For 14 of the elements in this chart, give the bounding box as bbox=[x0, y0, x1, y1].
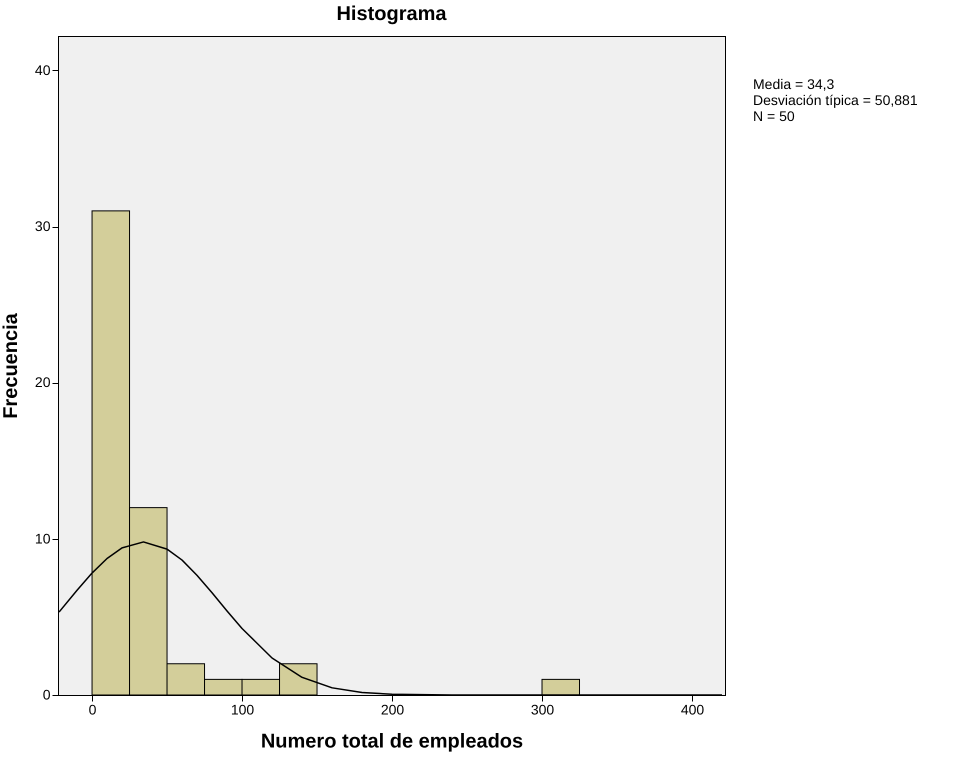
y-tick-label: 0 bbox=[42, 686, 51, 702]
y-axis-title: Frecuencia bbox=[0, 312, 22, 419]
x-tick-label: 400 bbox=[680, 702, 704, 718]
y-tick-label: 20 bbox=[34, 374, 51, 390]
x-axis-title: Numero total de empleados bbox=[260, 730, 524, 752]
x-tick-label: 200 bbox=[380, 702, 404, 718]
x-tick-label: 100 bbox=[230, 702, 254, 718]
x-tick-label: 0 bbox=[88, 702, 97, 718]
y-tick-label: 10 bbox=[34, 530, 51, 546]
y-tick-label: 30 bbox=[34, 218, 51, 234]
y-tick-label: 40 bbox=[34, 62, 51, 78]
text: Media = 34,3 Desviación típica = 50,881 N = 50 bbox=[753, 76, 918, 124]
x-tick-label: 300 bbox=[530, 702, 554, 718]
chart-title: Histograma bbox=[336, 3, 448, 25]
